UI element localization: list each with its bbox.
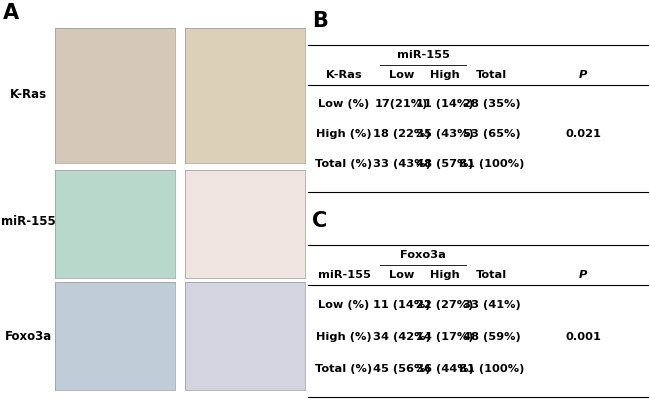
Text: Low (%): Low (%) <box>318 299 370 310</box>
Text: 0.001: 0.001 <box>565 332 601 342</box>
Text: 17(21%): 17(21%) <box>375 99 428 109</box>
Text: Total: Total <box>476 270 508 280</box>
Text: P: P <box>578 270 587 280</box>
Text: 33 (43%): 33 (43%) <box>372 159 430 169</box>
Text: 36 (44%): 36 (44%) <box>415 363 473 374</box>
Text: 0.021: 0.021 <box>565 129 601 139</box>
Text: 14 (17%): 14 (17%) <box>416 332 473 342</box>
Text: Foxo3a: Foxo3a <box>400 250 446 260</box>
Text: 22 (27%): 22 (27%) <box>416 299 473 310</box>
Text: 33 (41%): 33 (41%) <box>463 299 521 310</box>
Text: 18 (22%): 18 (22%) <box>372 129 430 139</box>
Text: miR-155: miR-155 <box>318 270 370 280</box>
Text: 11 (14%): 11 (14%) <box>372 299 430 310</box>
Text: High: High <box>430 270 460 280</box>
Text: Low: Low <box>389 270 414 280</box>
Text: 45 (56%): 45 (56%) <box>372 363 430 374</box>
Text: 81 (100%): 81 (100%) <box>460 159 525 169</box>
Text: Low (%): Low (%) <box>318 99 370 109</box>
Text: K-Ras: K-Ras <box>10 88 47 102</box>
Text: 48 (57%): 48 (57%) <box>416 159 473 169</box>
Text: Total (%): Total (%) <box>315 363 372 374</box>
Text: K-Ras: K-Ras <box>326 70 362 80</box>
Text: High: High <box>430 70 460 80</box>
Text: 34 (42%): 34 (42%) <box>372 332 430 342</box>
Text: 11 (14%): 11 (14%) <box>416 99 473 109</box>
Text: B: B <box>312 11 328 31</box>
Text: 48 (59%): 48 (59%) <box>463 332 521 342</box>
Text: miR-155: miR-155 <box>1 216 55 228</box>
Text: P: P <box>578 70 587 80</box>
Text: Foxo3a: Foxo3a <box>5 330 51 342</box>
Text: High (%): High (%) <box>316 332 372 342</box>
Text: Total: Total <box>476 70 508 80</box>
Text: miR-155: miR-155 <box>396 50 449 60</box>
Text: 53 (65%): 53 (65%) <box>463 129 521 139</box>
Text: Total (%): Total (%) <box>315 159 372 169</box>
Text: A: A <box>3 3 19 23</box>
Text: 81 (100%): 81 (100%) <box>460 363 525 374</box>
Text: High (%): High (%) <box>316 129 372 139</box>
Text: Low: Low <box>389 70 414 80</box>
Text: 28 (35%): 28 (35%) <box>463 99 521 109</box>
Text: 35 (43%): 35 (43%) <box>415 129 473 139</box>
Text: C: C <box>312 211 327 231</box>
